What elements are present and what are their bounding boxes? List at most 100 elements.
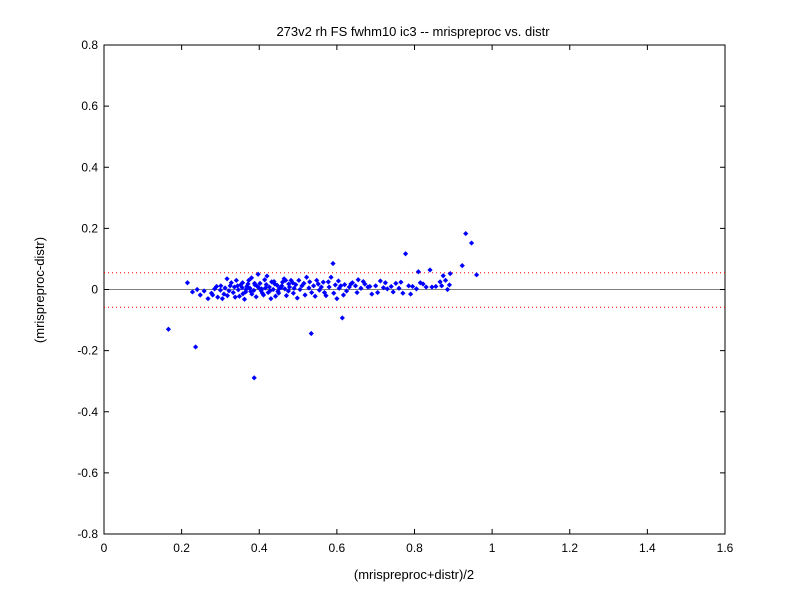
data-point xyxy=(301,280,307,286)
data-point xyxy=(332,282,338,288)
data-point xyxy=(373,283,379,289)
data-point xyxy=(423,284,429,290)
data-point xyxy=(308,330,314,337)
data-point xyxy=(312,293,318,299)
y-tick-label: -0.6 xyxy=(77,466,98,480)
x-tick-label: 1.4 xyxy=(639,541,656,555)
data-point xyxy=(247,285,253,291)
data-point xyxy=(320,279,326,285)
data-point xyxy=(358,285,364,291)
data-point xyxy=(245,281,251,287)
data-point xyxy=(253,294,259,300)
data-point xyxy=(307,279,313,285)
data-point xyxy=(248,275,255,281)
data-point xyxy=(446,282,453,288)
data-point xyxy=(279,283,285,289)
data-point xyxy=(258,286,265,292)
data-point xyxy=(217,287,224,293)
data-point xyxy=(257,280,263,286)
chart-title: 273v2 rh FS fwhm10 ic3 -- mrispreproc vs… xyxy=(276,24,550,39)
data-point xyxy=(406,283,412,289)
data-point xyxy=(281,276,287,282)
data-point xyxy=(249,291,255,297)
data-point xyxy=(354,289,360,296)
y-tick-label: 0.8 xyxy=(81,38,98,52)
data-point xyxy=(429,284,435,290)
data-point xyxy=(439,283,445,289)
data-point xyxy=(165,326,172,332)
data-point xyxy=(447,271,453,277)
x-tick-label: 0.4 xyxy=(251,541,268,555)
data-point xyxy=(205,296,211,302)
data-point xyxy=(201,288,207,294)
y-tick-label: 0.2 xyxy=(81,221,98,235)
data-point xyxy=(262,285,269,291)
data-point xyxy=(360,278,366,285)
data-point xyxy=(236,293,243,299)
data-point xyxy=(390,289,396,295)
x-tick-label: 0.8 xyxy=(406,541,423,555)
data-point xyxy=(285,288,291,294)
data-point xyxy=(352,283,359,289)
y-tick-label: 0.6 xyxy=(81,99,98,113)
data-point xyxy=(259,290,265,296)
data-point xyxy=(474,272,480,278)
data-point xyxy=(437,279,443,285)
y-axis-label: (mrispreproc-distr) xyxy=(32,237,47,343)
data-point xyxy=(325,279,331,285)
data-point xyxy=(189,289,196,295)
data-point xyxy=(234,283,241,289)
data-point xyxy=(218,283,224,289)
plot-area: 0 0.2 0.4 0.6 0.8 1 1.2 1.4 1.6 0.8 0.6 0.4 0.2 0 -0.2… xyxy=(77,38,733,555)
data-point xyxy=(240,291,246,297)
data-point xyxy=(278,285,284,291)
data-point xyxy=(192,344,199,350)
data-point xyxy=(296,277,302,283)
data-point xyxy=(224,276,230,282)
x-axis-label: (mrispreproc+distr)/2 xyxy=(354,567,474,582)
x-tick-label: 0.2 xyxy=(173,541,190,555)
data-point xyxy=(408,291,414,297)
data-point xyxy=(219,296,225,302)
data-point xyxy=(224,293,231,299)
data-point xyxy=(251,375,257,381)
data-point xyxy=(409,283,416,290)
data-point xyxy=(244,283,250,290)
y-tick-label: -0.4 xyxy=(77,405,98,419)
data-point xyxy=(382,280,388,286)
data-point xyxy=(238,282,244,288)
data-point xyxy=(380,285,387,291)
data-point xyxy=(268,296,274,302)
data-point xyxy=(241,296,248,302)
data-point xyxy=(393,280,399,286)
data-point xyxy=(330,260,336,267)
data-point xyxy=(271,278,277,285)
data-point xyxy=(315,281,321,287)
data-point xyxy=(255,271,261,277)
data-point xyxy=(302,292,308,298)
data-point xyxy=(264,273,270,279)
data-point xyxy=(235,287,241,293)
data-point xyxy=(226,288,232,294)
x-tick-label: 1.6 xyxy=(717,541,734,555)
data-point xyxy=(228,280,234,286)
data-point xyxy=(463,230,469,237)
y-tick-label: 0.4 xyxy=(81,160,98,174)
data-point xyxy=(314,277,320,283)
data-point xyxy=(222,285,228,291)
data-point xyxy=(310,283,317,289)
data-point xyxy=(283,277,289,283)
data-point xyxy=(210,292,216,298)
data-point xyxy=(413,286,420,292)
data-point xyxy=(400,290,406,296)
data-point xyxy=(384,286,390,292)
data-point xyxy=(215,294,221,300)
y-tick-label: 0 xyxy=(91,283,98,297)
data-point xyxy=(355,277,361,283)
data-point xyxy=(194,286,200,293)
data-point xyxy=(417,280,423,286)
data-point xyxy=(213,283,220,290)
data-point xyxy=(248,288,254,294)
data-point xyxy=(334,296,340,302)
